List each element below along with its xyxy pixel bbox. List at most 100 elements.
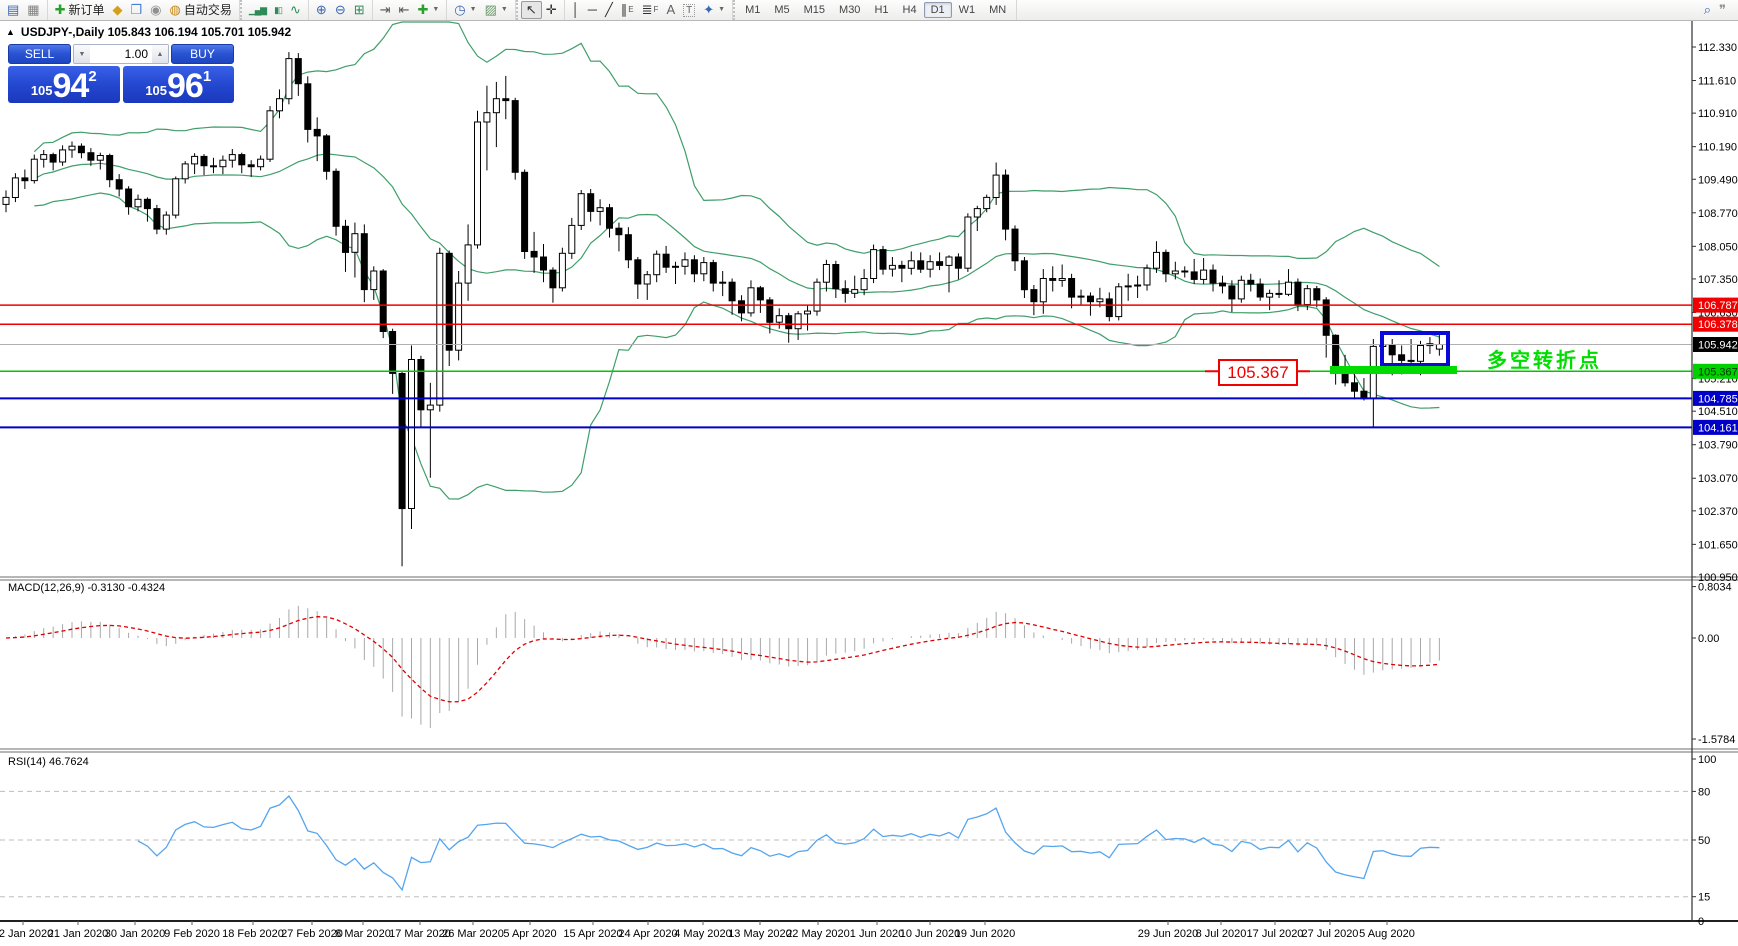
bullish-candle: [926, 261, 934, 270]
pivot-annotation-text[interactable]: 多空转折点: [1487, 350, 1602, 372]
bullish-candle: [11, 177, 19, 198]
bullish-candle: [719, 281, 727, 284]
macd-axis-label: 0.8034: [1698, 582, 1732, 594]
bullish-candle: [1200, 269, 1208, 280]
bullish-candle: [2, 196, 10, 205]
timeframe-button-h4[interactable]: H4: [902, 4, 917, 16]
chat-icon[interactable]: ❞: [1715, 1, 1730, 19]
bearish-candle: [841, 288, 849, 294]
bearish-candle: [332, 170, 340, 227]
sell-price-panel[interactable]: 105 94 2: [8, 66, 120, 103]
autotrading-icon[interactable]: ◍ 自动交易: [166, 1, 236, 19]
eraser-icon[interactable]: ◆: [109, 1, 127, 19]
toolbar-group: ▁▄▆ ▮▯ ∿: [239, 0, 309, 20]
tile-windows-icon[interactable]: ⊞: [350, 1, 369, 19]
chat-icon: ❞: [1719, 2, 1726, 17]
candlestick-chart-icon: ▮▯: [274, 5, 283, 15]
label-tool-icon[interactable]: T: [679, 1, 699, 19]
bearish-candle: [1351, 382, 1358, 392]
zoom-in-icon: ⊕: [315, 2, 327, 17]
price-badge: [1693, 337, 1738, 352]
bullish-candle: [1266, 292, 1274, 298]
bullish-candle: [219, 159, 227, 168]
timeframe-button-h1[interactable]: H1: [874, 4, 889, 16]
bearish-candle: [323, 135, 331, 172]
timeframe-button-mn[interactable]: MN: [989, 4, 1007, 16]
zoom-out-icon[interactable]: ⊖: [331, 1, 350, 19]
auto-scroll-icon[interactable]: ⇥: [376, 1, 395, 19]
bearish-candle: [1256, 283, 1264, 298]
fibonacci-icon: ≣: [641, 2, 653, 17]
new-order-icon[interactable]: ✚ 新订单: [51, 1, 109, 19]
price-badge-label: 104.161: [1698, 422, 1738, 434]
horizontal-line-icon: ─: [587, 2, 597, 17]
sell-button[interactable]: SELL: [8, 44, 71, 64]
pivot-zone-bar[interactable]: [1330, 366, 1457, 374]
cursor-icon[interactable]: ↖: [520, 1, 542, 19]
volume-input[interactable]: [90, 45, 152, 63]
price-badge-label: 106.787: [1698, 300, 1738, 312]
timeframe-button-w1[interactable]: W1: [958, 4, 976, 16]
price-badge: [1693, 316, 1738, 332]
bullish-candle: [191, 155, 199, 165]
dropdown-arrow-icon[interactable]: ▼: [432, 6, 440, 13]
bearish-candle: [785, 315, 793, 330]
auto-scroll-icon: ⇥: [379, 2, 391, 17]
fibonacci-icon[interactable]: ≣ F: [638, 1, 663, 19]
sell-price-handle: 105: [30, 83, 53, 98]
bullish-candle: [172, 178, 180, 216]
crosshair-icon: ✛: [545, 2, 557, 17]
support-price-label[interactable]: 105.367: [1218, 359, 1298, 386]
depth-of-market-icon[interactable]: ❒: [127, 1, 147, 19]
panel-collapse-icon[interactable]: ▲: [6, 27, 15, 37]
bullish-candle: [464, 244, 472, 284]
line-chart-icon[interactable]: ∿: [286, 1, 305, 19]
zoom-in-icon[interactable]: ⊕: [312, 1, 331, 19]
search-icon[interactable]: ⌕: [1700, 1, 1715, 19]
new-chart-icon[interactable]: ✚ ▼: [413, 1, 443, 19]
timeframe-button-m1[interactable]: M1: [745, 4, 761, 16]
text-tool-icon[interactable]: A: [662, 1, 679, 19]
candlestick-chart-icon[interactable]: ▮▯: [270, 1, 286, 19]
volume-up-button[interactable]: ▲: [152, 45, 168, 63]
dropdown-arrow-icon[interactable]: ▼: [718, 6, 726, 13]
chart-canvas[interactable]: 112.330 111.610 110.910 110.190 109.490 108.7…: [0, 21, 1738, 946]
equidistant-channel-icon[interactable]: ∥ E: [617, 1, 638, 19]
volume-down-button[interactable]: ▼: [74, 45, 90, 63]
date-tick-label: 27 Feb 2020: [281, 928, 343, 940]
bearish-candle: [313, 128, 321, 137]
bar-chart-icon[interactable]: ▁▄▆: [245, 1, 270, 19]
bearish-candle: [417, 359, 425, 411]
horizontal-line-icon[interactable]: ─: [584, 1, 601, 19]
bearish-candle: [1275, 292, 1283, 295]
bullish-candle: [351, 233, 359, 253]
crosshair-icon[interactable]: ✛: [542, 1, 561, 19]
buy-price-panel[interactable]: 105 96 1: [122, 66, 234, 103]
bullish-candle: [681, 259, 689, 267]
periods-icon[interactable]: ◷ ▼: [450, 1, 480, 19]
toolbar-group: │ ─ ╱ ∥ E ≣ F A T ✦ ▼: [565, 0, 734, 20]
timeframe-button-d1[interactable]: D1: [923, 2, 952, 18]
timeframe-button-m30[interactable]: M30: [839, 4, 861, 16]
chart-shift-icon[interactable]: ⇤: [395, 1, 414, 19]
templates-icon[interactable]: ▨ ▼: [481, 1, 512, 19]
charts-window-icon[interactable]: ▤: [3, 1, 23, 19]
rsi-label: RSI(14) 46.7624: [8, 756, 89, 768]
trendline-icon[interactable]: ╱: [601, 1, 617, 19]
timeframe-button-m15[interactable]: M15: [803, 4, 826, 16]
price-badge-label: 104.785: [1698, 393, 1738, 405]
date-tick-label: 27 Jul 2020: [1302, 928, 1359, 940]
arrows-tool-icon[interactable]: ✦ ▼: [699, 1, 729, 19]
sonar-icon[interactable]: ◉: [146, 1, 165, 19]
bearish-candle: [143, 198, 151, 210]
dropdown-arrow-icon[interactable]: ▼: [469, 6, 477, 13]
buy-button[interactable]: BUY: [171, 44, 234, 64]
dropdown-arrow-icon[interactable]: ▼: [500, 6, 508, 13]
price-axis[interactable]: 112.330 111.610 110.910 110.190 109.490 108.7…: [1692, 42, 1738, 928]
consolidation-rectangle[interactable]: [1380, 331, 1450, 367]
timeframe-button-m5[interactable]: M5: [774, 4, 790, 16]
bullish-candle: [492, 98, 500, 114]
vertical-line-icon[interactable]: │: [568, 1, 584, 19]
data-window-icon[interactable]: ▦: [23, 1, 43, 19]
